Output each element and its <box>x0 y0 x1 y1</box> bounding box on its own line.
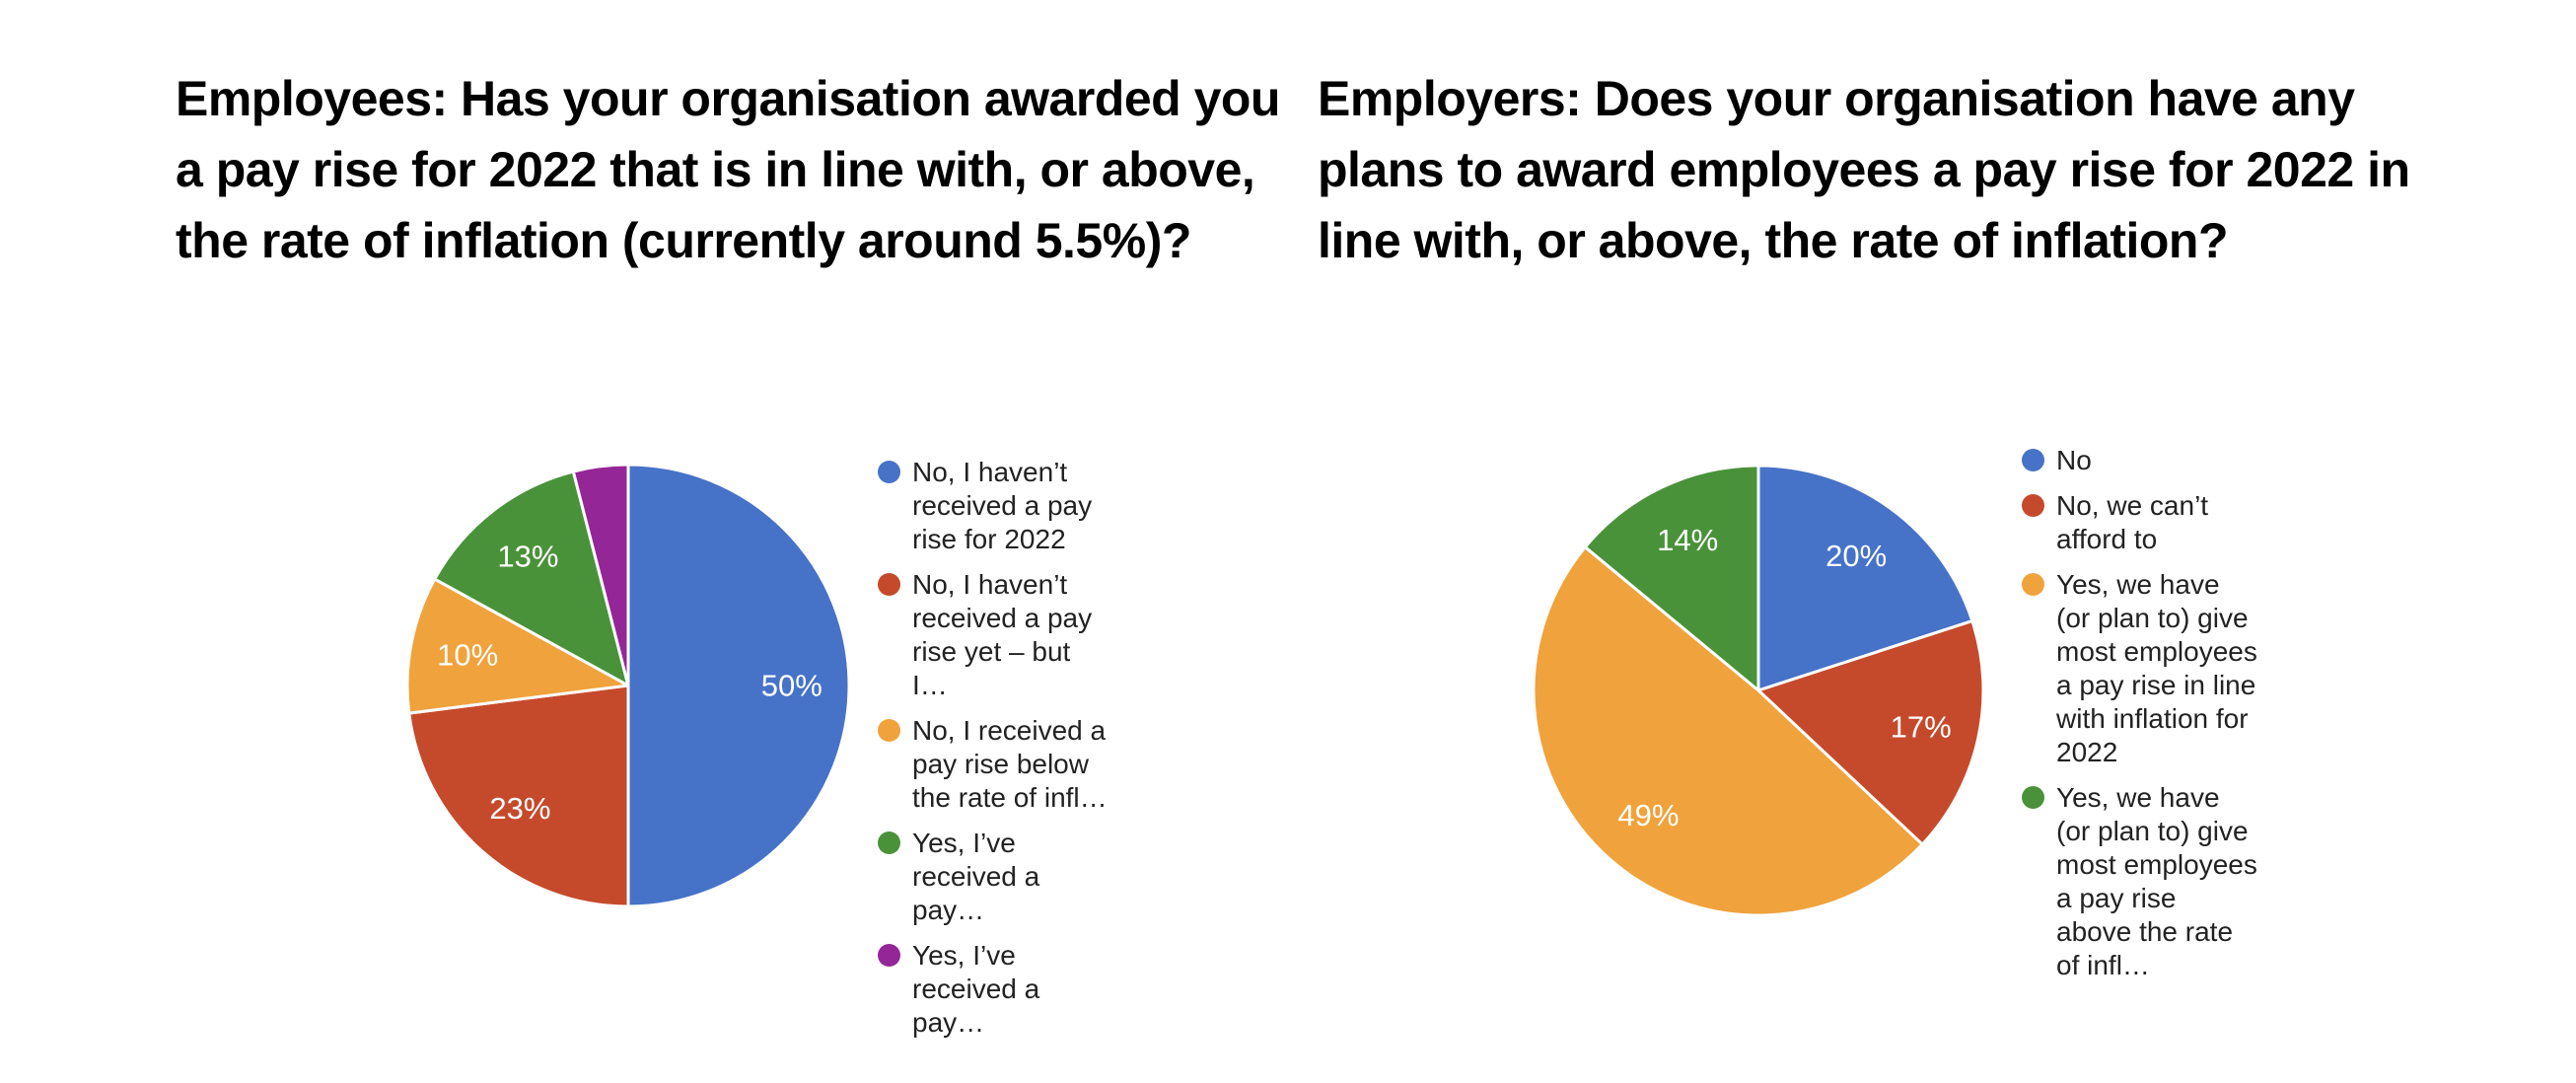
legend-color-dot <box>878 719 900 742</box>
legend-label: No, I haven’t received a pay rise for 20… <box>912 457 1093 554</box>
legend-label: Yes, we have (or plan to) give most empl… <box>2056 782 2257 980</box>
legend-label: No, I received a pay rise below the rate… <box>912 715 1108 813</box>
pie-slice <box>407 684 630 908</box>
pie-slice <box>1756 464 1974 692</box>
legend-item: Yes, I’ve received a pay… <box>878 939 1114 1040</box>
legend-item: No, I haven’t received a pay rise yet – … <box>878 568 1114 702</box>
legend-item: No <box>2022 444 2263 477</box>
employees-chart-title: Employees: Has your organisation awarded… <box>176 71 1280 268</box>
slice-percentage-label: 14% <box>1657 523 1718 557</box>
employers-legend: No No, we can’t afford to Yes, we have (or… <box>2022 444 2263 994</box>
slice-percentage-label: 23% <box>489 791 550 826</box>
legend-color-dot <box>878 944 900 967</box>
legend-color-dot <box>2022 786 2044 809</box>
slice-percentage-label: 20% <box>1825 539 1887 573</box>
legend-label: No, I haven’t received a pay rise yet – … <box>912 569 1093 700</box>
slice-percentage-label: 10% <box>437 637 498 672</box>
pie-slice <box>1532 545 1924 917</box>
employees-legend: No, I haven’t received a pay rise for 20… <box>878 456 1114 1051</box>
slice-percentage-label: 49% <box>1617 798 1679 832</box>
legend-label: Yes, I’ve received a pay… <box>912 828 1040 925</box>
legend-item: No, I haven’t received a pay rise for 20… <box>878 456 1114 556</box>
legend-item: Yes, I’ve received a pay… <box>878 827 1114 927</box>
legend-label: No, we can’t afford to <box>2056 490 2209 554</box>
pie-slice <box>405 577 630 715</box>
employees-pie-chart: 50% 23% 10% 13% <box>405 463 851 908</box>
legend-item: Yes, we have (or plan to) give most empl… <box>2022 568 2263 769</box>
legend-item: Yes, we have (or plan to) give most empl… <box>2022 781 2263 982</box>
legend-color-dot <box>2022 449 2044 471</box>
slice-percentage-label: 17% <box>1891 709 1952 744</box>
pie-slice <box>1583 464 1760 692</box>
pie-slice <box>626 463 851 908</box>
pie-slice <box>571 463 630 687</box>
legend-color-dot <box>2022 494 2044 517</box>
employers-pie-chart: 20% 17% 49% 14% <box>1532 464 1985 917</box>
legend-color-dot <box>878 831 900 854</box>
legend-label: Yes, I’ve received a pay… <box>912 940 1040 1038</box>
legend-label: No <box>2056 445 2092 475</box>
legend-color-dot <box>878 461 900 483</box>
pie-slice <box>433 469 630 687</box>
legend-label: Yes, we have (or plan to) give most empl… <box>2056 569 2257 767</box>
legend-color-dot <box>2022 573 2044 596</box>
pie-slice <box>1756 619 1985 846</box>
legend-item: No, we can’t afford to <box>2022 489 2263 556</box>
slice-percentage-label: 50% <box>761 669 823 703</box>
legend-item: No, I received a pay rise below the rate… <box>878 714 1114 815</box>
legend-color-dot <box>878 573 900 596</box>
slice-percentage-label: 13% <box>497 540 558 574</box>
employers-chart-title: Employers: Does your organisation have a… <box>1318 71 2410 268</box>
